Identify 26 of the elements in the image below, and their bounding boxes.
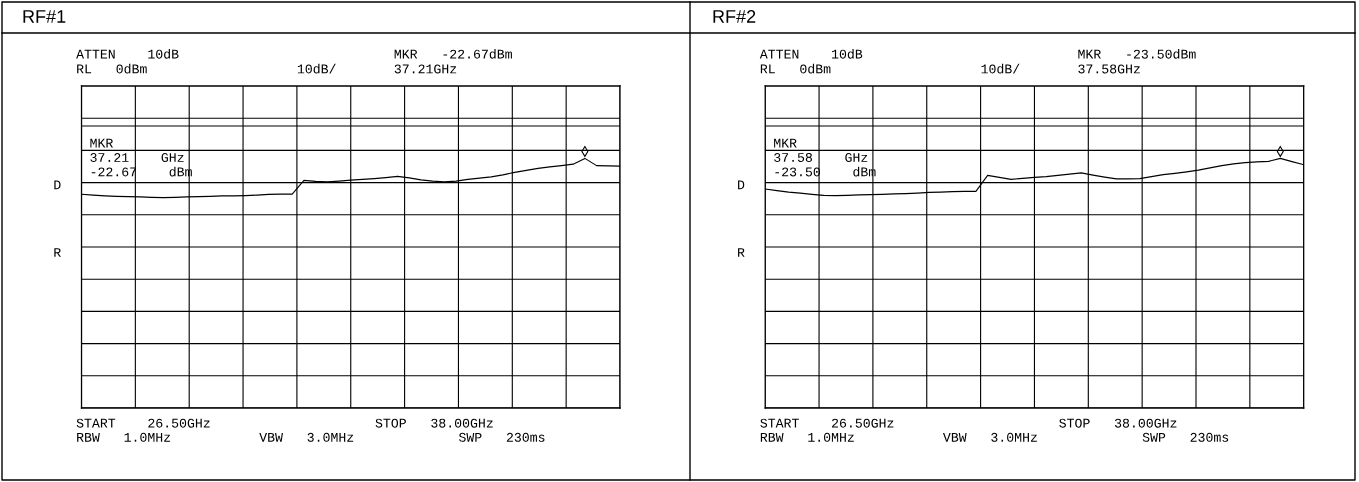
text: 37.21GHz — [394, 64, 457, 74]
text: MKR -22.67dBm — [394, 48, 512, 59]
text: VBW 3.0MHz — [942, 432, 1037, 442]
text: RL 0dBm — [760, 63, 831, 74]
text: RL 0dBm — [77, 63, 147, 74]
text: ATTEN 10dB — [759, 48, 863, 59]
text: RBW 1.0MHz — [77, 432, 171, 442]
text: R — [54, 248, 61, 257]
text: MKR -23.50dBm — [1078, 48, 1196, 59]
text: VBW 3.0MHz — [259, 432, 354, 442]
text: D — [738, 180, 745, 190]
text: RBW 1.0MHz — [760, 432, 854, 442]
text: 37.58GHz — [1078, 64, 1140, 74]
text: SWP 230ms — [458, 432, 545, 442]
chart-title: RF#1 — [23, 10, 66, 23]
text: 10dB/ — [981, 63, 1020, 74]
text: START 26.50GHz — [76, 418, 210, 428]
text: STOP 38.00GHz — [375, 418, 493, 428]
text: R — [738, 248, 745, 257]
chart-title: RF#2 — [713, 10, 756, 23]
text: SWP 230ms — [1142, 432, 1229, 442]
text: 10dB/ — [297, 63, 336, 74]
text: START 26.50GHz — [760, 418, 894, 428]
text: STOP 38.00GHz — [1059, 418, 1177, 428]
text: ATTEN 10dB — [76, 48, 179, 59]
text: D — [54, 180, 61, 190]
